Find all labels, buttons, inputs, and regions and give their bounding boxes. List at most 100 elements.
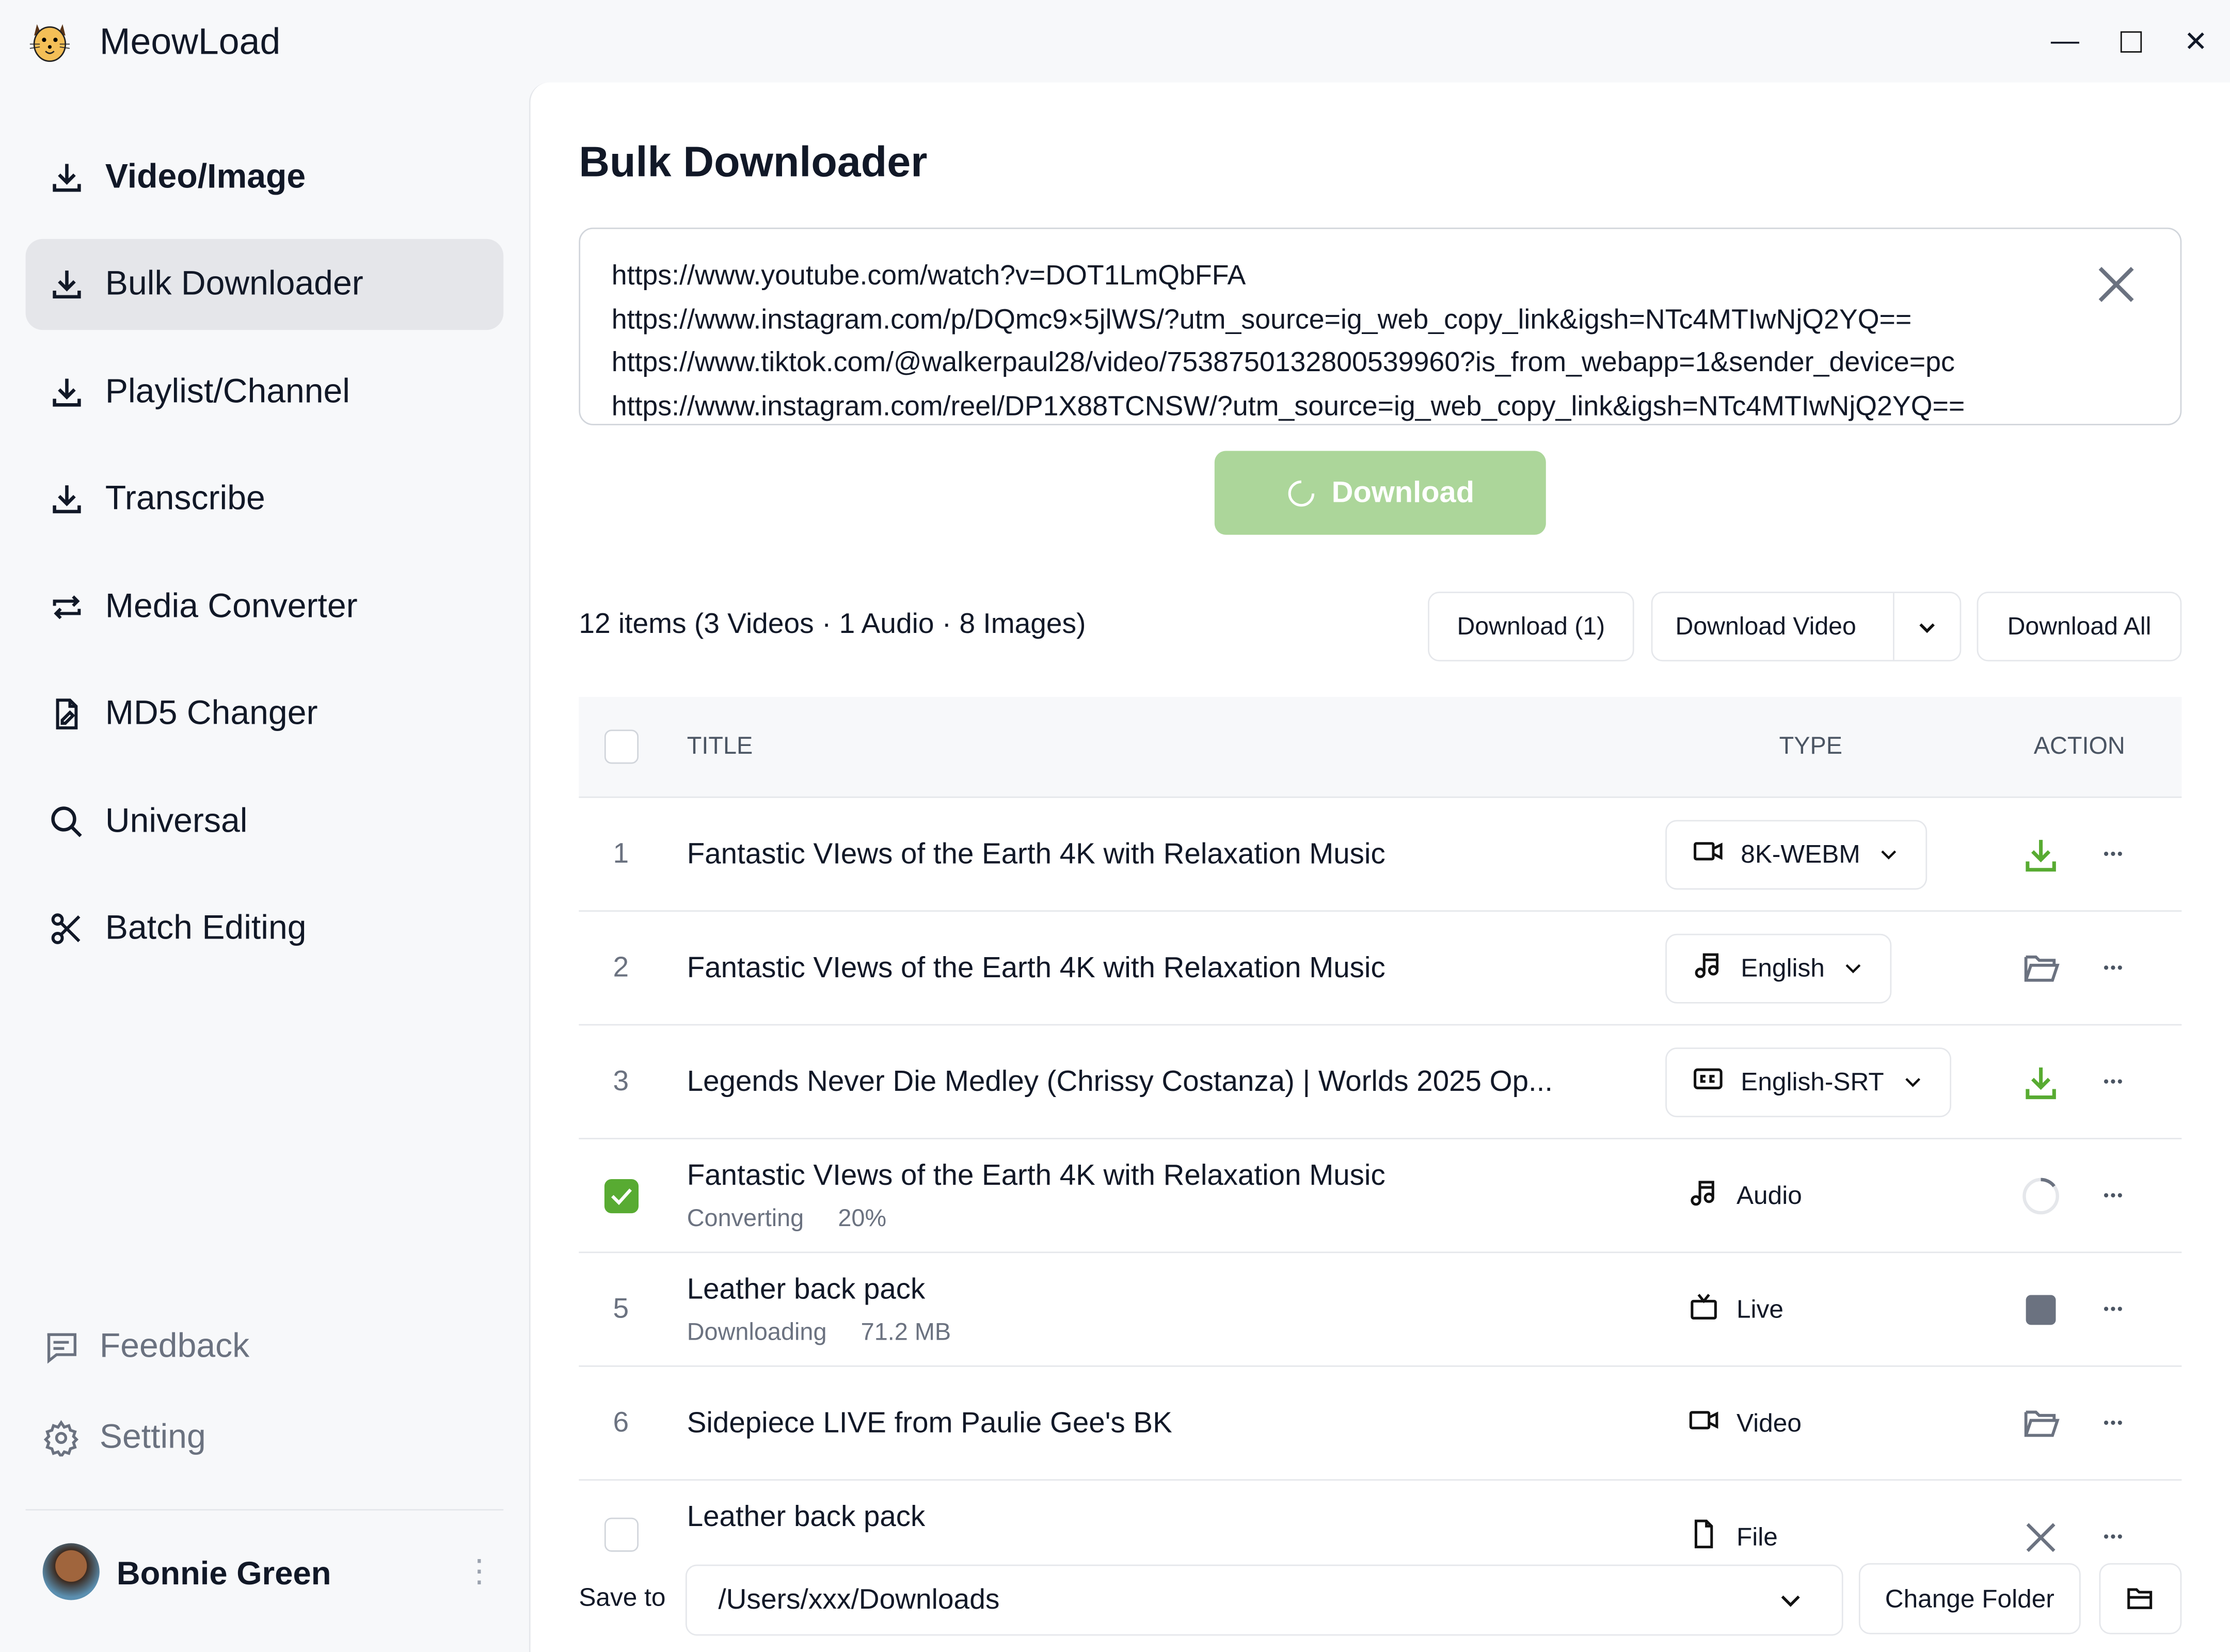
chevron-down-icon [1905,1078,1920,1087]
clear-urls-icon[interactable] [2092,260,2141,309]
row-number: 6 [613,1406,629,1438]
change-folder-button[interactable]: Change Folder [1858,1563,2081,1634]
row-number: 3 [613,1065,629,1097]
sidebar-item-video-image[interactable]: Video/Image [26,132,504,223]
download-icon [53,164,81,192]
sidebar: Video/Image Bulk Downloader Playlist/Cha… [0,83,529,1652]
folder-open-icon[interactable] [2021,948,2061,988]
maximize-button[interactable] [2109,20,2152,63]
download-video-button[interactable]: Download Video [1675,611,1856,640]
save-to-bar: Save to /Users/xxx/Downloads Change Fold… [579,1563,2182,1636]
download-selected-button[interactable]: Download (1) [1428,592,1634,662]
setting-link[interactable]: Setting [43,1418,206,1458]
format-value: 8K-WEBM [1741,839,1860,868]
more-options-icon[interactable]: ••• [2103,845,2124,863]
row-title-block: Leather back pack Downloading 71.2 MB [687,1272,985,1346]
format-select[interactable]: English [1665,933,1892,1003]
gear-icon [43,1420,79,1457]
select-all-checkbox[interactable] [604,729,639,764]
sidebar-item-label: Transcribe [105,479,265,518]
row-title-block: Leather back pack [687,1501,926,1535]
type-label: File [1736,1522,1778,1551]
format-select[interactable]: English-SRT [1665,1046,1951,1117]
title-bar: MeowLoad — ✕ [0,0,2230,83]
table-row[interactable]: Fantastic VIews of the Earth 4K with Rel… [579,1139,2182,1253]
download-icon[interactable] [2021,834,2061,874]
chevron-down-icon[interactable] [1893,593,1960,660]
sidebar-item-md5-changer[interactable]: MD5 Changer [26,669,504,759]
format-select[interactable]: 8K-WEBM [1665,819,1928,889]
tv-icon [1688,1290,1719,1328]
chevron-down-icon [1781,1595,1800,1607]
sidebar-item-universal[interactable]: Universal [26,776,504,867]
save-to-label: Save to [579,1583,666,1612]
spinner-icon[interactable] [2021,1176,2061,1215]
cancel-icon[interactable] [2021,1518,2061,1558]
more-options-icon[interactable]: ••• [2103,959,2124,977]
more-options-icon[interactable]: ••• [2103,1073,2124,1090]
stop-icon[interactable] [2021,1289,2061,1329]
row-number: 5 [613,1293,629,1324]
table-row[interactable]: 6 Sidepiece LIVE from Paulie Gee's BK Vide… [579,1367,2182,1481]
save-path-select[interactable]: /Users/xxx/Downloads [685,1564,1843,1636]
download-label: Download [1331,475,1475,509]
row-type: File [1688,1518,1778,1556]
status-detail: 20% [838,1204,887,1231]
search-icon [51,806,82,837]
feedback-link[interactable]: Feedback [43,1327,250,1367]
sidebar-item-label: Playlist/Channel [105,372,351,411]
cc-icon [1693,1062,1724,1101]
row-title-block: Sidepiece LIVE from Paulie Gee's BK [687,1406,1172,1440]
sidebar-item-bulk-downloader[interactable]: Bulk Downloader [25,239,504,330]
chevron-down-icon [1881,850,1897,860]
more-options-icon[interactable]: ••• [2103,1414,2124,1432]
type-label: Video [1736,1408,1802,1437]
table-row[interactable]: 5 Leather back pack Downloading 71.2 MB Live… [579,1253,2182,1367]
sidebar-item-batch-editing[interactable]: Batch Editing [26,883,504,974]
avatar[interactable] [42,1543,100,1600]
row-title: Fantastic VIews of the Earth 4K with Rel… [687,1158,1385,1192]
close-window-button[interactable]: ✕ [2184,26,2208,58]
open-folder-button[interactable] [2099,1563,2182,1634]
row-checkbox[interactable] [604,1517,639,1552]
column-action: ACTION [2033,732,2125,760]
row-title-block: Fantastic VIews of the Earth 4K with Rel… [687,1158,1385,1232]
download-icon [53,271,81,299]
table-row[interactable]: 2 Fantastic VIews of the Earth 4K with Re… [579,912,2182,1026]
more-options-icon[interactable]: ••• [2103,1187,2124,1204]
minimize-button[interactable]: — [2050,25,2079,56]
feedback-icon [47,1333,77,1364]
sidebar-item-playlist-channel[interactable]: Playlist/Channel [26,347,504,438]
sidebar-item-label: Media Converter [105,587,358,626]
row-title-block: Legends Never Die Medley (Chrissy Costan… [687,1065,1553,1099]
sidebar-item-label: MD5 Changer [105,694,318,733]
table-row[interactable]: 3 Legends Never Die Medley (Chrissy Costa… [579,1025,2182,1139]
sidebar-item-label: Universal [105,802,248,841]
video-icon [1693,835,1724,873]
download-video-split-button[interactable]: Download Video [1651,592,1962,662]
table-row[interactable]: Leather back pack File ••• [579,1481,2181,1566]
convert-icon [53,595,81,620]
app-title: MeowLoad [99,20,281,63]
music-icon [1688,1176,1719,1214]
sidebar-item-label: Bulk Downloader [105,264,363,303]
divider [25,1509,504,1511]
save-path-value: /Users/xxx/Downloads [718,1583,1000,1615]
url-input[interactable]: https://www.youtube.com/watch?v=DOT1LmQb… [579,227,2182,425]
user-menu-kebab-icon[interactable]: ⋮ [464,1553,495,1589]
download-button[interactable]: Download [1214,451,1546,535]
download-icon[interactable] [2021,1062,2061,1102]
table-row[interactable]: 1 Fantastic VIews of the Earth 4K with Re… [579,798,2182,912]
sidebar-item-label: Video/Image [105,157,306,197]
sidebar-item-media-converter[interactable]: Media Converter [26,562,504,653]
download-all-button[interactable]: Download All [1977,592,2182,662]
folder-open-icon[interactable] [2021,1403,2061,1443]
row-checkbox[interactable] [604,1178,639,1213]
spinner-icon [1288,480,1315,506]
type-label: Live [1736,1294,1783,1323]
row-title: Leather back pack [687,1272,926,1305]
chevron-down-icon [1845,964,1861,974]
more-options-icon[interactable]: ••• [2103,1300,2124,1318]
sidebar-item-transcribe[interactable]: Transcribe [26,454,504,545]
more-options-icon[interactable]: ••• [2103,1529,2124,1546]
